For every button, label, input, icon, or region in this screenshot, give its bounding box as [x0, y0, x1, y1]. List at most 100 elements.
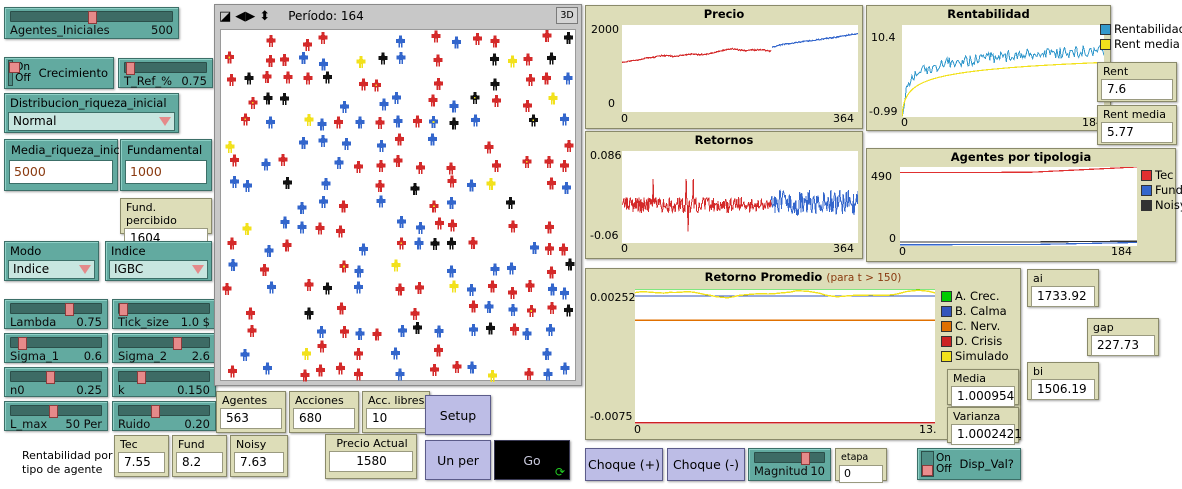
slider-track[interactable]: [10, 11, 173, 24]
slider-thumb[interactable]: [18, 337, 28, 350]
chooser-label: Distribucion_riqueza_inicial: [10, 96, 167, 110]
legend-swatch-tec: [1141, 169, 1152, 181]
world-canvas[interactable]: [220, 29, 576, 382]
slider-thumb[interactable]: [173, 337, 182, 350]
view-3d-button[interactable]: 3D: [556, 7, 578, 24]
slider-label: Lambda: [10, 315, 57, 329]
un-per-button[interactable]: Un per: [425, 440, 491, 480]
monitor-label: Acciones: [295, 394, 344, 407]
slider-sigma-2[interactable]: Sigma_2 2.6: [112, 333, 216, 363]
y-axis-max-label: 490: [871, 170, 892, 183]
slider-k[interactable]: k 0.150: [112, 367, 216, 397]
slider-label: L_max: [10, 417, 48, 431]
legend-item: Rentabilidad: [1100, 22, 1182, 36]
slider-track[interactable]: [10, 303, 102, 316]
slider-thumb[interactable]: [119, 303, 128, 316]
monitor-acc-libres: Acc. libres 10: [362, 391, 430, 433]
slider-thumb[interactable]: [800, 452, 810, 465]
chooser-box[interactable]: Normal: [8, 112, 175, 131]
slider-track[interactable]: [118, 371, 210, 384]
slider-magnitud[interactable]: Magnitud 10: [748, 448, 831, 481]
legend-item: A. Crec.: [941, 289, 1009, 303]
y-axis-min-label: -0.0075: [590, 410, 633, 423]
switch-knob-column[interactable]: [8, 60, 20, 86]
slider-thumb[interactable]: [151, 405, 161, 418]
slider-tick-size[interactable]: Tick_size 1.0 $: [112, 299, 216, 329]
switch-knob[interactable]: [9, 62, 20, 73]
monitor-fund-percibido: Fund. percibido 1604: [120, 198, 212, 249]
chooser-box[interactable]: IGBC: [109, 260, 208, 279]
slider-track[interactable]: [10, 337, 102, 350]
x-axis-max-label: 364: [833, 112, 854, 125]
chooser-modo[interactable]: Modo Indice: [4, 241, 99, 281]
monitor-value: 563: [220, 408, 282, 429]
slider-track[interactable]: [118, 405, 210, 418]
choque-minus-button[interactable]: Choque (-): [667, 448, 745, 481]
horizontal-wrap-icon[interactable]: ◀▶: [235, 8, 256, 24]
slider-thumb[interactable]: [125, 62, 135, 75]
slider-thumb[interactable]: [46, 371, 56, 384]
switch-disp-val[interactable]: On Off Disp_Val?: [917, 448, 1021, 480]
setup-button[interactable]: Setup: [425, 395, 491, 435]
chooser-box[interactable]: Indice: [8, 260, 95, 279]
caption-line-1: Rentabilidad por: [22, 449, 113, 462]
chevron-down-icon: [79, 264, 91, 274]
slider-track[interactable]: [118, 337, 210, 350]
monitor-value: 7.63: [234, 452, 284, 473]
slider-track[interactable]: [124, 62, 207, 75]
monitor-media: Media 1.000954: [947, 369, 1019, 407]
world-view[interactable]: ◪ ◀▶ ⬍ Período: 164 3D: [214, 4, 582, 386]
switch-knob[interactable]: [922, 465, 933, 476]
monitor-rent: Rent 7.6: [1097, 62, 1177, 102]
monitor-label: Fund. percibido: [126, 201, 177, 227]
monitor-precio-actual: Precio Actual 1580: [325, 434, 417, 479]
monitor-label: Tec: [120, 438, 138, 451]
slider-track[interactable]: [10, 371, 102, 384]
chooser-value: Indice: [13, 262, 50, 276]
input-media-riqueza-inicial[interactable]: Media_riqueza_inicial 5000: [4, 139, 133, 191]
input-fundamental[interactable]: Fundamental 1000: [120, 139, 212, 191]
slider-lambda[interactable]: Lambda 0.75: [4, 299, 108, 329]
input-value[interactable]: 1000: [125, 160, 207, 184]
resize-icon[interactable]: ◪: [219, 8, 232, 24]
plot-canvas: [622, 25, 858, 112]
monitor-label: etapa: [841, 452, 869, 463]
vertical-wrap-icon[interactable]: ⬍: [259, 8, 271, 24]
chooser-indice[interactable]: Indice IGBC: [105, 241, 212, 281]
plot-title: Agentes por tipologia: [950, 150, 1092, 164]
input-value[interactable]: 5000: [9, 160, 113, 184]
slider-l-max[interactable]: L_max 50 Per: [4, 401, 108, 431]
slider-thumb[interactable]: [137, 371, 146, 384]
monitor-value: 5.77: [1101, 122, 1173, 143]
slider-track[interactable]: [118, 303, 210, 316]
slider-thumb[interactable]: [48, 405, 58, 418]
chooser-distribucion-riqueza-inicial[interactable]: Distribucion_riqueza_inicial Normal: [4, 93, 179, 133]
slider-track[interactable]: [754, 452, 825, 465]
monitor-label: Noisy: [236, 438, 267, 451]
slider-label: Sigma_1: [10, 349, 60, 363]
slider-agentes-iniciales[interactable]: Agentes_Iniciales 500: [4, 7, 179, 39]
rentabilidad-caption: Rentabilidad por tipo de agente: [22, 449, 122, 477]
switch-crecimiento[interactable]: On Off Crecimiento: [4, 57, 114, 89]
legend-label: Rentabilidad: [1114, 22, 1182, 36]
plot-title: Retornos: [694, 133, 754, 147]
monitor-label: Varianza: [953, 410, 1001, 423]
choque-plus-button[interactable]: Choque (+): [585, 448, 663, 481]
slider-value: 10: [810, 464, 825, 478]
slider-sigma-1[interactable]: Sigma_1 0.6: [4, 333, 108, 363]
slider-t-ref[interactable]: T_Ref_% 0.75: [118, 58, 213, 88]
slider-thumb[interactable]: [88, 11, 98, 24]
legend-label: B. Calma: [955, 304, 1007, 318]
go-button[interactable]: Go ⟳: [494, 440, 570, 480]
slider-ruido[interactable]: Ruido 0.20: [112, 401, 216, 431]
monitor-label: Media: [953, 372, 987, 385]
plot-rentabilidad: Rentabilidad 10.4 -0.99 0 184: [866, 5, 1111, 131]
slider-n0[interactable]: n0 0.25: [4, 367, 108, 397]
slider-track[interactable]: [10, 405, 102, 418]
slider-thumb[interactable]: [65, 303, 74, 316]
monitor-gap: gap 227.73: [1087, 318, 1159, 356]
slider-value: 2.6: [191, 349, 210, 363]
legend-swatch-noisy: [1141, 199, 1152, 211]
switch-knob-column[interactable]: [921, 451, 934, 477]
monitor-label: Agentes: [222, 394, 268, 407]
